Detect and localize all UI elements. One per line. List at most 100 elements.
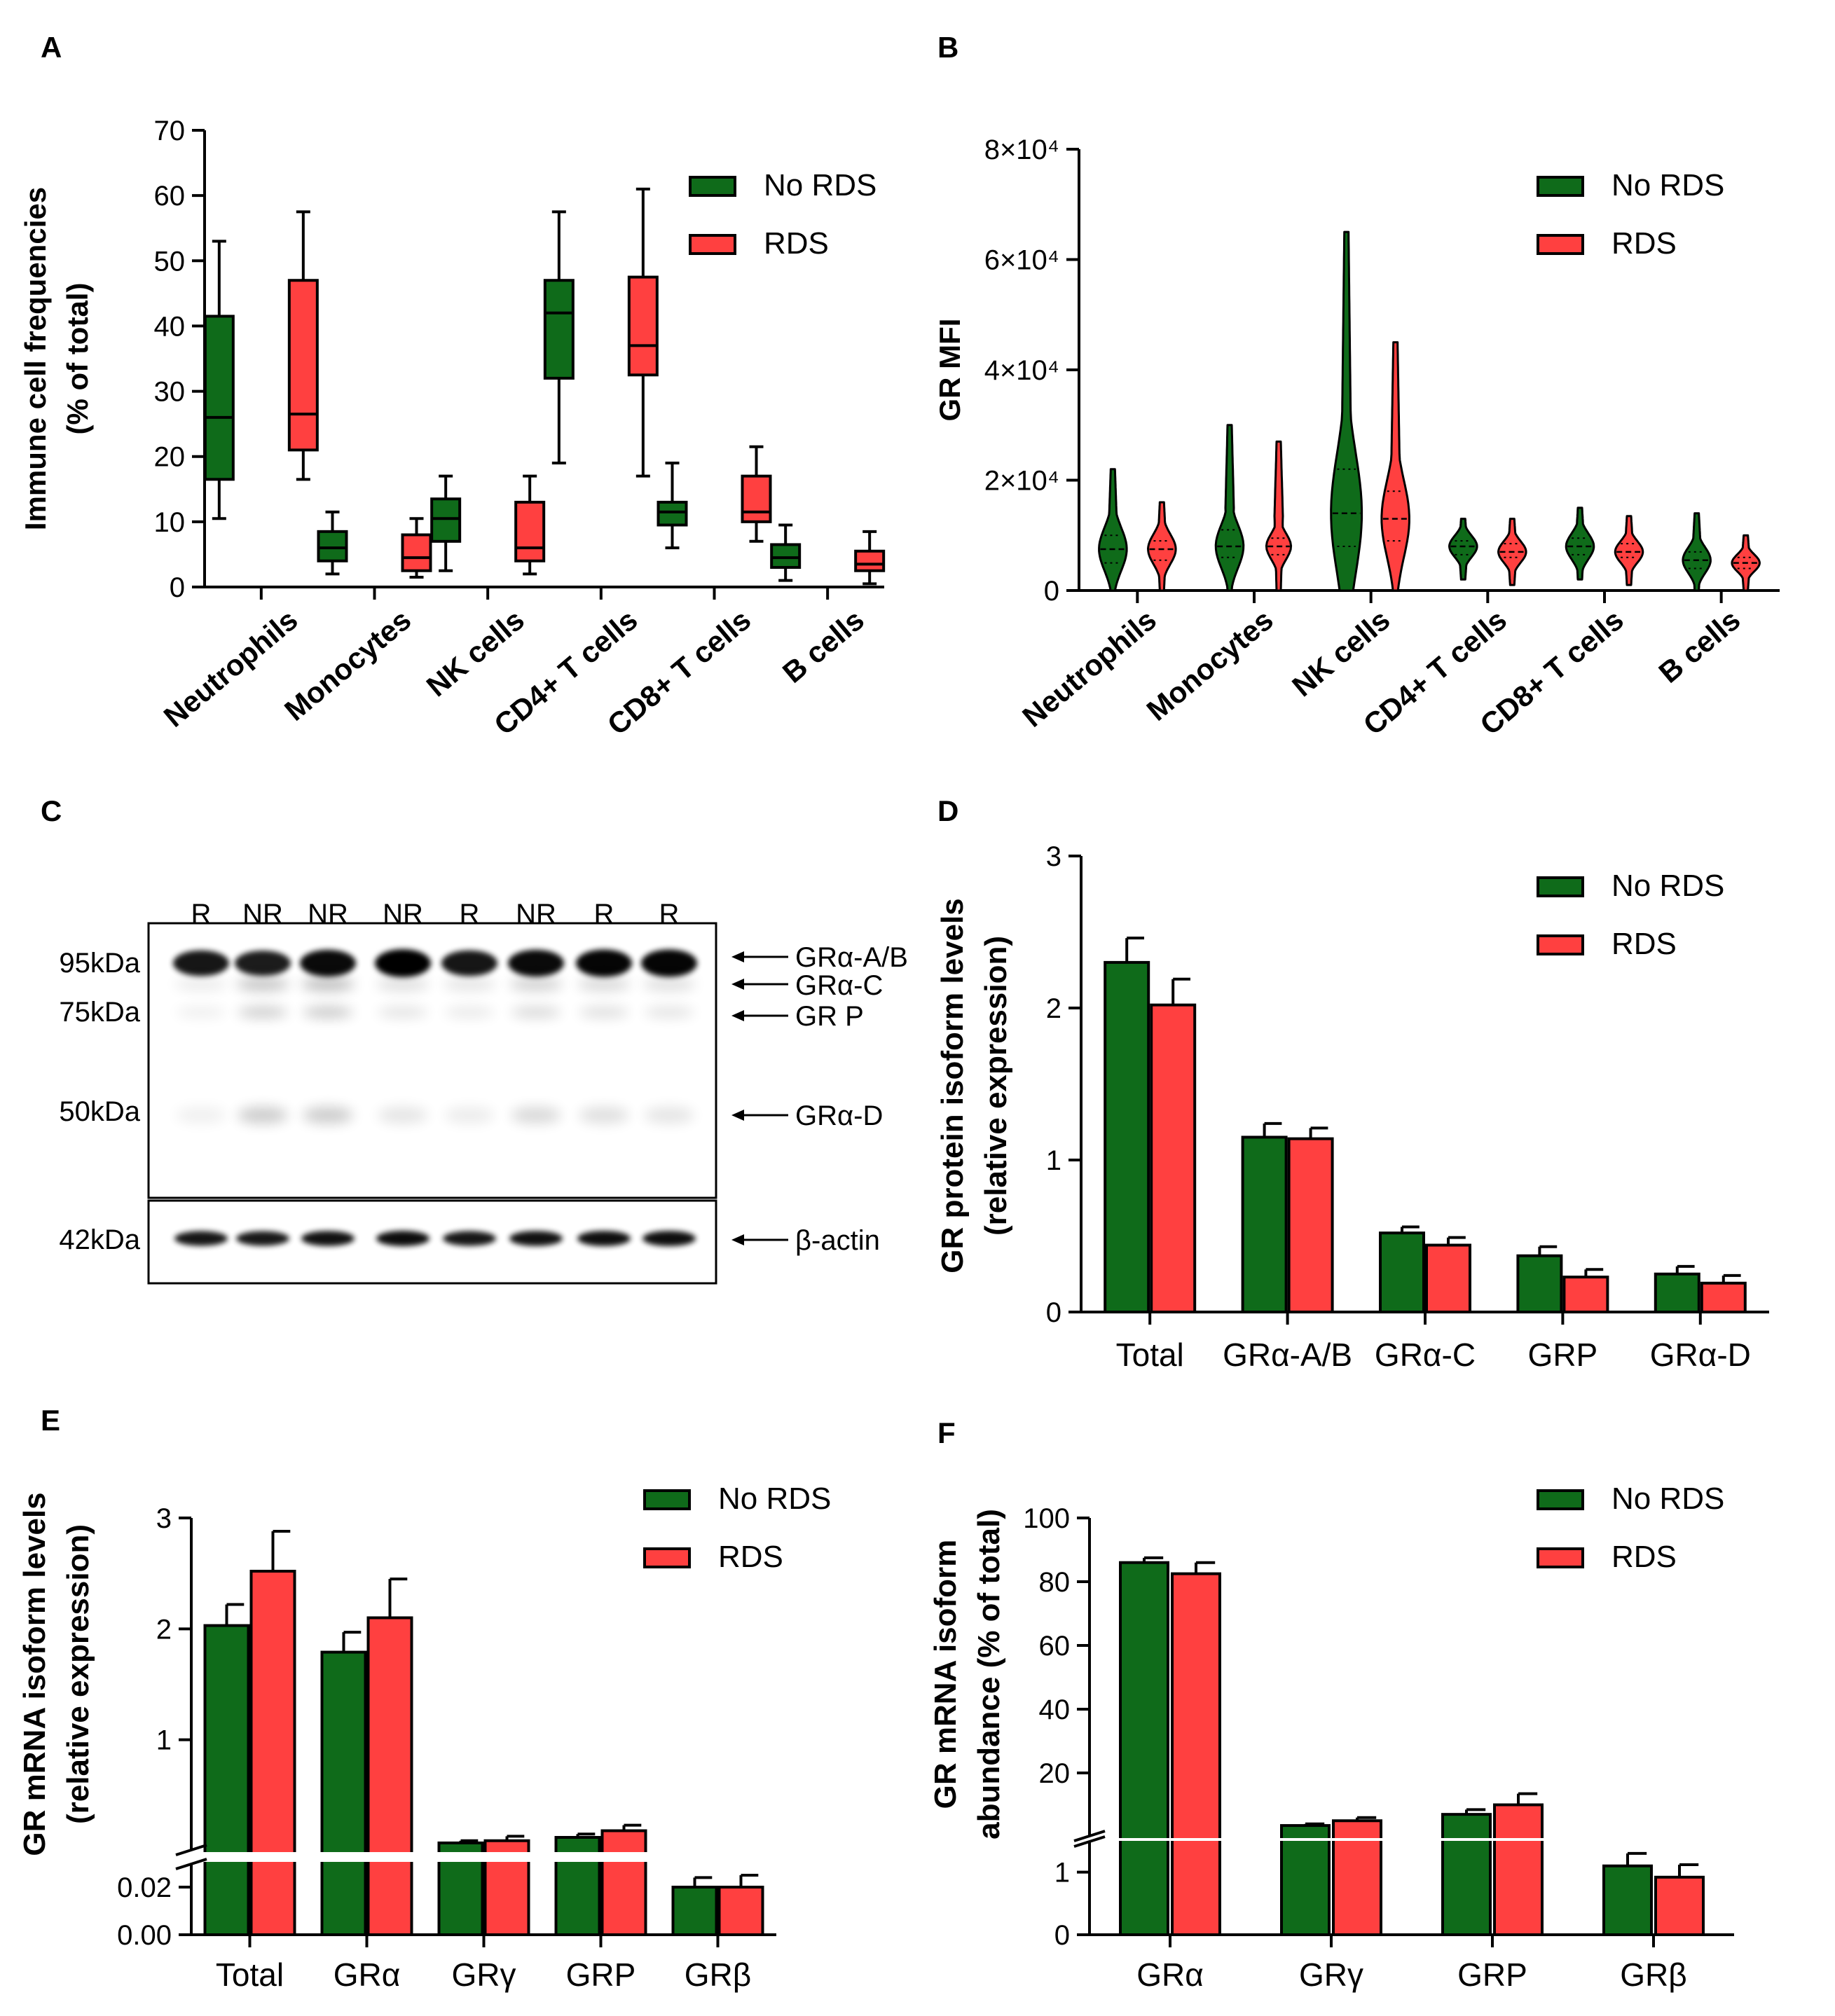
bar — [1516, 1254, 1563, 1313]
band-gr-p — [444, 1007, 495, 1018]
lane-label: NR — [308, 899, 348, 930]
band-gr-c — [236, 977, 289, 991]
x-category-label: GRβ — [685, 1956, 751, 1993]
band-actin — [642, 1231, 696, 1246]
blot-actin-frame — [147, 1199, 717, 1285]
lane-label: R — [460, 899, 480, 930]
band-gr-a-b — [375, 949, 431, 977]
mw-marker-label-actin: 42kDa — [59, 1224, 140, 1255]
violin — [1265, 440, 1293, 592]
lane-label: R — [659, 899, 680, 930]
x-category-label: GRP — [566, 1956, 636, 1993]
x-category-label: GRα — [334, 1956, 401, 1993]
y-tick-label: 6×10⁴ — [984, 245, 1059, 276]
legend-label-no-rds: No RDS — [1611, 869, 1724, 903]
band-gr-a-b — [173, 950, 229, 976]
band-gr-c — [174, 977, 228, 991]
lane-label: NR — [516, 899, 556, 930]
panel-c-western-blot: R NR NR NR R NR R R 95kDa 75kDa 50kDa 42kDa GRα-A/… — [59, 899, 908, 1285]
y-axis-title-line2: (% of total) — [61, 283, 94, 435]
y-tick-label: 3 — [156, 1503, 172, 1534]
y-axis-title: Immune cell frequencies — [19, 187, 52, 530]
bar — [1332, 1819, 1382, 1936]
x-category-label: Total — [216, 1956, 284, 1993]
band-arrow-head — [731, 979, 744, 990]
x-category-label: GRα-D — [1650, 1337, 1751, 1373]
y-tick-label: 0 — [1046, 1297, 1061, 1328]
band-arrow-head — [731, 951, 744, 962]
box — [770, 543, 802, 569]
box — [287, 279, 319, 452]
band-gr-d — [303, 1107, 353, 1124]
bar — [1241, 1135, 1288, 1313]
bar — [1602, 1864, 1653, 1937]
axis-break-mark — [175, 1858, 207, 1870]
band-gr-c — [509, 977, 563, 991]
x-category-label: B cells — [776, 603, 870, 689]
legend-label-no-rds: No RDS — [1611, 168, 1724, 202]
bar — [1425, 1243, 1471, 1314]
mw-marker-label: 95kDa — [59, 948, 140, 979]
y-tick-label: 40 — [1039, 1694, 1071, 1725]
legend-label-rds: RDS — [1611, 1540, 1677, 1574]
band-gr-a-b — [235, 951, 291, 976]
y-axis-title: GR MFI — [933, 319, 966, 422]
band-gr-p — [303, 1007, 353, 1018]
mw-marker-label: 50kDa — [59, 1096, 140, 1127]
y-tick-label: 3 — [1046, 841, 1061, 872]
legend-label-no-rds: No RDS — [764, 168, 877, 202]
panel-label-d: D — [937, 794, 958, 827]
panel-label-b: B — [937, 31, 958, 64]
y-tick-label: 80 — [1039, 1567, 1071, 1598]
y-axis-title-line2: abundance (% of total) — [972, 1509, 1006, 1839]
bar — [1441, 1813, 1492, 1936]
bar — [671, 1886, 718, 1936]
x-category-label: GRα — [1136, 1956, 1204, 1993]
y-tick-label: 1 — [156, 1725, 172, 1756]
legend-swatch-rds — [643, 1547, 691, 1568]
x-category-label: Total — [1116, 1337, 1184, 1373]
x-category-label: GRγ — [1299, 1956, 1363, 1993]
bar — [717, 1886, 764, 1936]
x-category-label: GRP — [1528, 1337, 1598, 1373]
band-actin — [509, 1231, 563, 1246]
band-gr-c — [577, 977, 631, 991]
x-category-label: GRα-A/B — [1223, 1337, 1352, 1373]
legend-swatch-rds — [1537, 1547, 1584, 1568]
band-gr-c — [301, 977, 355, 991]
y-tick-label: 0 — [1054, 1920, 1070, 1951]
bar — [203, 1624, 250, 1936]
bar — [1280, 1824, 1331, 1936]
violin — [1448, 518, 1478, 581]
panel-label-e: E — [41, 1404, 60, 1437]
y-axis-title: GR protein isoform levels — [935, 898, 970, 1273]
x-category-label: Monocytes — [278, 603, 417, 727]
x-category-label: GRP — [1457, 1956, 1527, 1993]
band-gr-c — [376, 977, 429, 991]
band-gr-a-b — [441, 950, 497, 976]
x-category-label: Neutrophils — [1016, 603, 1162, 733]
legend-swatch-rds — [1537, 934, 1584, 955]
band-gr-a-b — [508, 949, 564, 977]
bar — [1379, 1231, 1425, 1314]
box — [317, 530, 348, 562]
legend-label-rds: RDS — [764, 226, 829, 261]
x-category-label: GRα-C — [1375, 1337, 1476, 1373]
y-tick-label: 0.00 — [117, 1920, 172, 1951]
band-label: GRα-A/B — [795, 942, 908, 973]
legend-swatch-no-rds — [689, 176, 736, 197]
band-arrow-head — [731, 1110, 744, 1121]
axis-break-gap — [170, 1852, 776, 1862]
y-axis-title: GR mRNA isoform — [928, 1540, 963, 1809]
x-category-label: NK cells — [1286, 603, 1396, 703]
band-gr-c — [443, 977, 496, 991]
bar — [1654, 1272, 1700, 1313]
y-tick-label: 10 — [154, 507, 186, 538]
lane-label: NR — [242, 899, 283, 930]
y-tick-label: 60 — [1039, 1631, 1071, 1662]
legend-label-rds: RDS — [1611, 226, 1677, 261]
legend-swatch-no-rds — [643, 1489, 691, 1510]
y-tick-label: 0.02 — [117, 1872, 172, 1903]
axis-break-mark — [1073, 1835, 1106, 1848]
box — [543, 279, 575, 380]
